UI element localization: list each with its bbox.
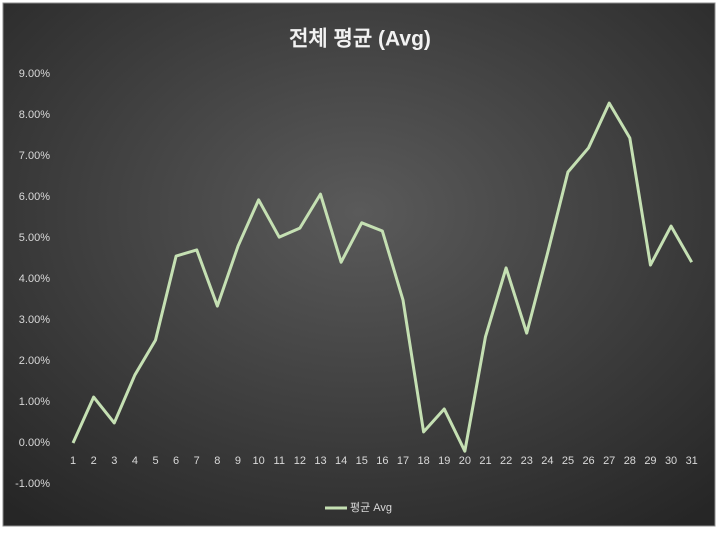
y-tick-label: 0.00%	[19, 437, 50, 449]
x-tick-label: 30	[665, 455, 677, 467]
y-tick-label: 7.00%	[19, 150, 50, 162]
x-tick-label: 5	[152, 455, 158, 467]
x-tick-label: 16	[376, 455, 388, 467]
x-tick-label: 3	[111, 455, 117, 467]
y-tick-label: 4.00%	[19, 273, 50, 285]
x-tick-label: 8	[214, 455, 220, 467]
x-tick-label: 28	[624, 455, 636, 467]
line	[71, 101, 693, 453]
x-tick-label: 15	[356, 455, 368, 467]
x-tick-label: 7	[194, 455, 200, 467]
x-tick-label: 27	[603, 455, 615, 467]
y-tick-label: 2.00%	[19, 355, 50, 367]
x-tick-label: 17	[397, 455, 409, 467]
legend-label: 평균 Avg	[350, 501, 392, 514]
x-tick-label: 6	[173, 455, 179, 467]
x-tick-label: 1	[70, 455, 76, 467]
x-tick-label: 12	[294, 455, 306, 467]
x-tick-label: 20	[459, 455, 471, 467]
x-tick-label: 10	[252, 455, 264, 467]
x-tick-label: 2	[91, 455, 97, 467]
x-tick-label: 24	[541, 455, 553, 467]
x-tick-label: 21	[479, 455, 491, 467]
x-tick-label: 23	[521, 455, 533, 467]
y-tick-label: 8.00%	[19, 109, 50, 121]
y-tick-label: 1.00%	[19, 396, 50, 408]
y-tick-label: 5.00%	[19, 232, 50, 244]
x-tick-label: 26	[582, 455, 594, 467]
x-tick-label: 4	[132, 455, 138, 467]
y-tick-label: 9.00%	[19, 68, 50, 80]
y-tick-label: 6.00%	[19, 191, 50, 203]
x-tick-label: 22	[500, 455, 512, 467]
x-tick-label: 18	[417, 455, 429, 467]
x-tick-label: 31	[686, 455, 698, 467]
x-tick-label: 11	[274, 455, 285, 467]
x-tick-label: 29	[644, 455, 656, 467]
y-tick-label: 3.00%	[19, 314, 50, 326]
chart-area	[2, 2, 716, 527]
x-tick-label: 9	[235, 455, 241, 467]
chart-title: 전체 평균 (Avg)	[289, 28, 431, 51]
x-tick-label: 25	[562, 455, 574, 467]
x-tick-label: 19	[438, 455, 450, 467]
x-tick-label: 14	[335, 455, 347, 467]
x-tick-label: 13	[314, 455, 326, 467]
y-tick-label: -1.00%	[15, 478, 50, 490]
